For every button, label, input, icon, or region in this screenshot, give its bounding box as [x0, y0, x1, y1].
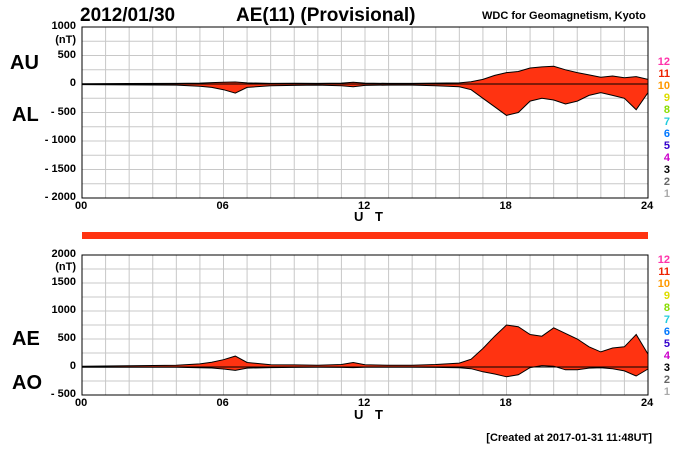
legend-item: 10 [657, 278, 670, 290]
x-tick-label: 00 [75, 200, 88, 212]
y-tick-label: - 500 [50, 105, 76, 118]
y-tick-label: - 1000 [44, 134, 76, 146]
data-source: WDC for Geomagnetism, Kyoto [482, 10, 646, 22]
y-tick-label: 2000 [51, 248, 76, 260]
legend-item: 9 [663, 92, 670, 104]
y-tick-label: 1000 [51, 20, 76, 32]
x-tick-label: 06 [216, 397, 229, 409]
x-axis-label-bottom: U T [354, 407, 387, 422]
x-axis-label-top: U T [354, 209, 387, 224]
legend-item: 5 [663, 338, 670, 350]
legend-item: 6 [663, 128, 670, 140]
x-tick-label: 06 [216, 200, 229, 212]
y-tick-label: 0 [69, 360, 76, 372]
y-tick-label: 1500 [51, 276, 76, 288]
x-tick-label: 24 [641, 200, 654, 212]
x-tick-label: 12 [358, 200, 371, 212]
y-tick-label: 0 [69, 77, 76, 89]
legend-item: 3 [663, 362, 670, 374]
y-tick-label: - 500 [50, 388, 76, 400]
legend-item: 8 [663, 104, 670, 116]
y-tick-label: 500 [57, 48, 76, 61]
series-line-au [81, 65, 649, 85]
legend-item: 6 [663, 326, 670, 338]
unit-label-top: (nT) [55, 34, 76, 46]
legend-item: 10 [657, 80, 670, 92]
series-line-ao [82, 365, 649, 378]
x-tick-label: 18 [499, 397, 512, 409]
legend-item: 2 [663, 374, 670, 386]
legend-item: 1 [663, 386, 670, 398]
x-tick-label: 24 [641, 397, 654, 409]
y-tick-label: 1000 [51, 304, 76, 316]
created-timestamp: [Created at 2017-01-31 11:48UT] [486, 432, 652, 444]
unit-label-bottom: (nT) [55, 261, 76, 273]
plot-frame [81, 26, 649, 199]
legend-item: 1 [663, 188, 670, 200]
y-tick-label: - 1500 [44, 162, 76, 175]
au-label: AU [10, 52, 39, 74]
series-line-ae [81, 324, 649, 367]
y-tick-label: 500 [57, 332, 76, 344]
legend-item: 7 [663, 116, 670, 128]
x-tick-label: 12 [358, 397, 371, 409]
separator-bar [82, 232, 648, 239]
legend-item: 12 [657, 56, 670, 68]
series-area-fill [82, 66, 648, 116]
legend-item: 4 [663, 152, 670, 164]
x-tick-label: 18 [499, 200, 512, 212]
ae-label: AE [12, 328, 40, 350]
legend-item: 3 [663, 164, 670, 176]
legend-item: 4 [663, 350, 670, 362]
y-tick-label: - 2000 [44, 191, 76, 203]
series-line-al [81, 84, 649, 116]
legend-item: 9 [663, 290, 670, 302]
legend-item: 11 [658, 68, 670, 80]
al-label: AL [12, 104, 39, 126]
ao-label: AO [12, 372, 42, 394]
plot-frame [81, 254, 649, 396]
legend-item: 12 [657, 254, 670, 266]
legend-item: 8 [663, 302, 670, 314]
series-area-fill [82, 325, 648, 377]
legend-item: 5 [663, 140, 670, 152]
legend-item: 2 [663, 176, 670, 188]
x-tick-label: 00 [75, 397, 88, 409]
legend-item: 7 [663, 314, 670, 326]
chart-title: AE(11) (Provisional) [236, 5, 416, 26]
chart-date: 2012/01/30 [80, 5, 176, 26]
legend-item: 11 [658, 266, 670, 278]
